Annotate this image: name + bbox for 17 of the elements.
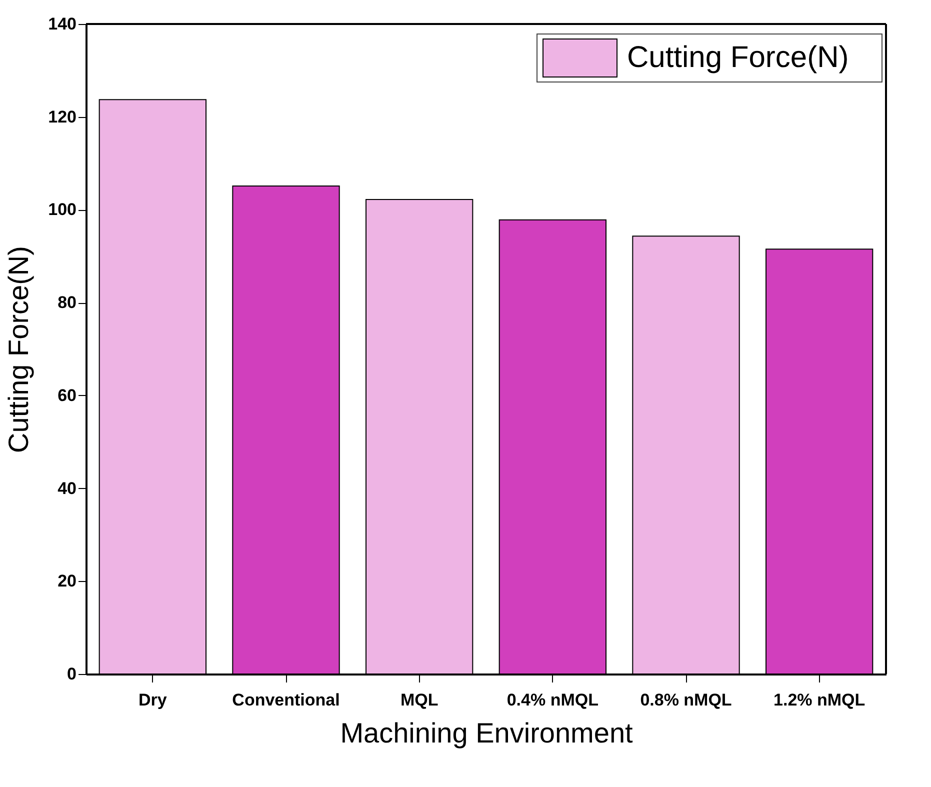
y-axis-title: Cutting Force(N): [3, 246, 34, 453]
y-tick-label: 100: [48, 200, 76, 220]
legend-label: Cutting Force(N): [627, 41, 849, 74]
x-tick-label: Conventional: [232, 690, 340, 710]
x-tick-label: 0.8% nMQL: [640, 690, 732, 710]
x-tick-label: Dry: [138, 690, 168, 710]
y-tick-label: 120: [48, 107, 76, 126]
y-tick-label: 140: [48, 14, 76, 34]
y-tick-label: 80: [58, 293, 76, 312]
y-tick-label: 0: [67, 664, 76, 684]
x-tick-label: 0.4% nMQL: [506, 690, 598, 710]
y-tick-label: 60: [58, 386, 76, 405]
x-axis-title: Machining Environment: [340, 718, 634, 748]
x-tick-label: 1.2% nMQL: [774, 690, 866, 710]
y-tick-label: 40: [58, 478, 76, 498]
x-tick-label: MQL: [400, 690, 438, 710]
y-tick-label: 20: [58, 572, 76, 591]
